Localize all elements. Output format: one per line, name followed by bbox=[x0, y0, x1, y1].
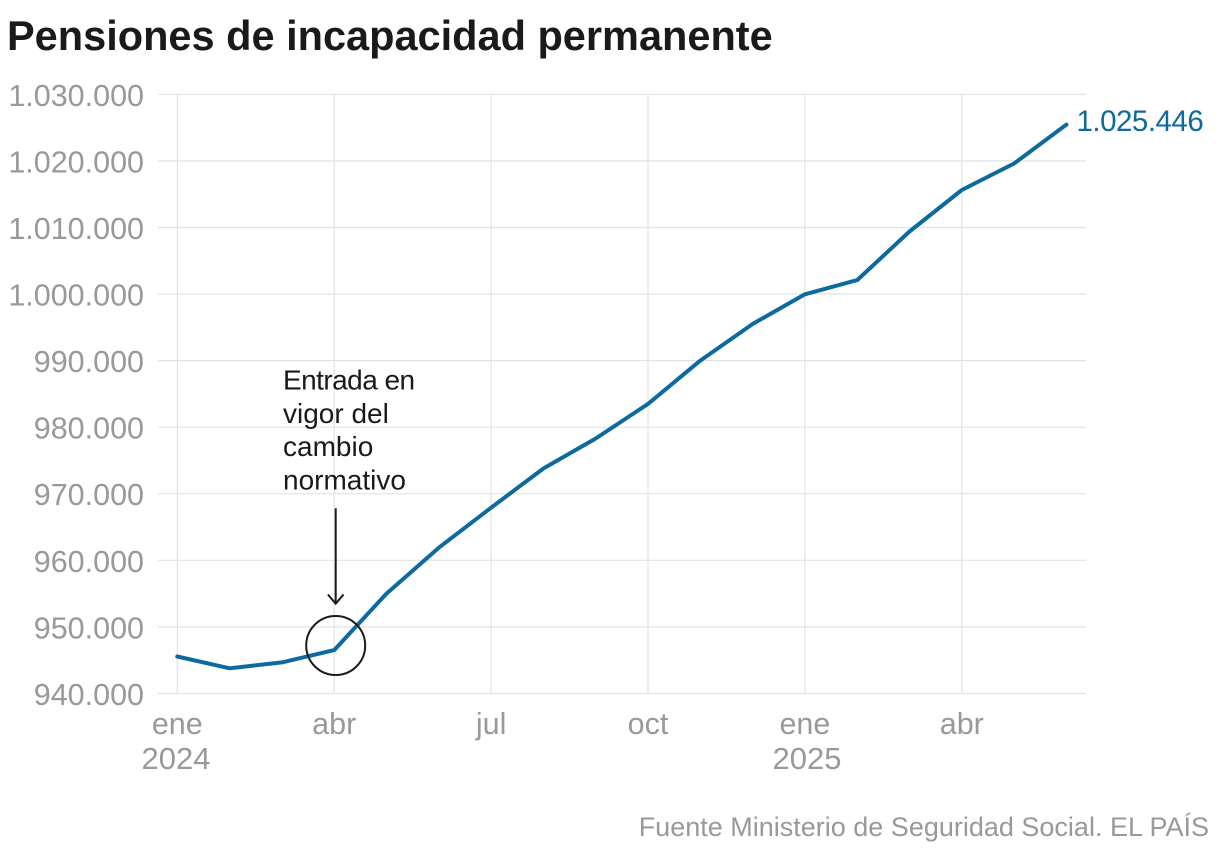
svg-text:2025: 2025 bbox=[773, 741, 842, 776]
svg-text:2024: 2024 bbox=[142, 741, 211, 776]
svg-text:1.030.000: 1.030.000 bbox=[8, 79, 144, 113]
svg-text:940.000: 940.000 bbox=[34, 678, 144, 712]
svg-text:Pensiones de incapacidad perma: Pensiones de incapacidad permanente bbox=[7, 12, 773, 59]
svg-text:vigor del: vigor del bbox=[283, 398, 389, 429]
svg-text:950.000: 950.000 bbox=[34, 611, 144, 645]
svg-text:960.000: 960.000 bbox=[34, 545, 144, 579]
svg-text:1.000.000: 1.000.000 bbox=[8, 279, 144, 313]
svg-text:1.010.000: 1.010.000 bbox=[8, 212, 144, 246]
svg-text:jul: jul bbox=[475, 707, 507, 741]
svg-text:abr: abr bbox=[940, 707, 984, 741]
svg-text:cambio: cambio bbox=[283, 431, 373, 462]
svg-text:oct: oct bbox=[628, 707, 669, 741]
svg-text:normativo: normativo bbox=[283, 464, 406, 495]
svg-text:990.000: 990.000 bbox=[34, 345, 144, 379]
svg-text:980.000: 980.000 bbox=[34, 412, 144, 446]
svg-text:1.025.446: 1.025.446 bbox=[1077, 105, 1204, 138]
svg-text:970.000: 970.000 bbox=[34, 478, 144, 512]
svg-text:ene: ene bbox=[779, 707, 830, 741]
svg-text:abr: abr bbox=[312, 707, 356, 741]
svg-text:ene: ene bbox=[152, 707, 203, 741]
svg-text:Entrada en: Entrada en bbox=[283, 365, 415, 396]
svg-text:Fuente Ministerio de Seguridad: Fuente Ministerio de Seguridad Social. E… bbox=[639, 812, 1209, 842]
svg-text:1.020.000: 1.020.000 bbox=[8, 145, 144, 179]
